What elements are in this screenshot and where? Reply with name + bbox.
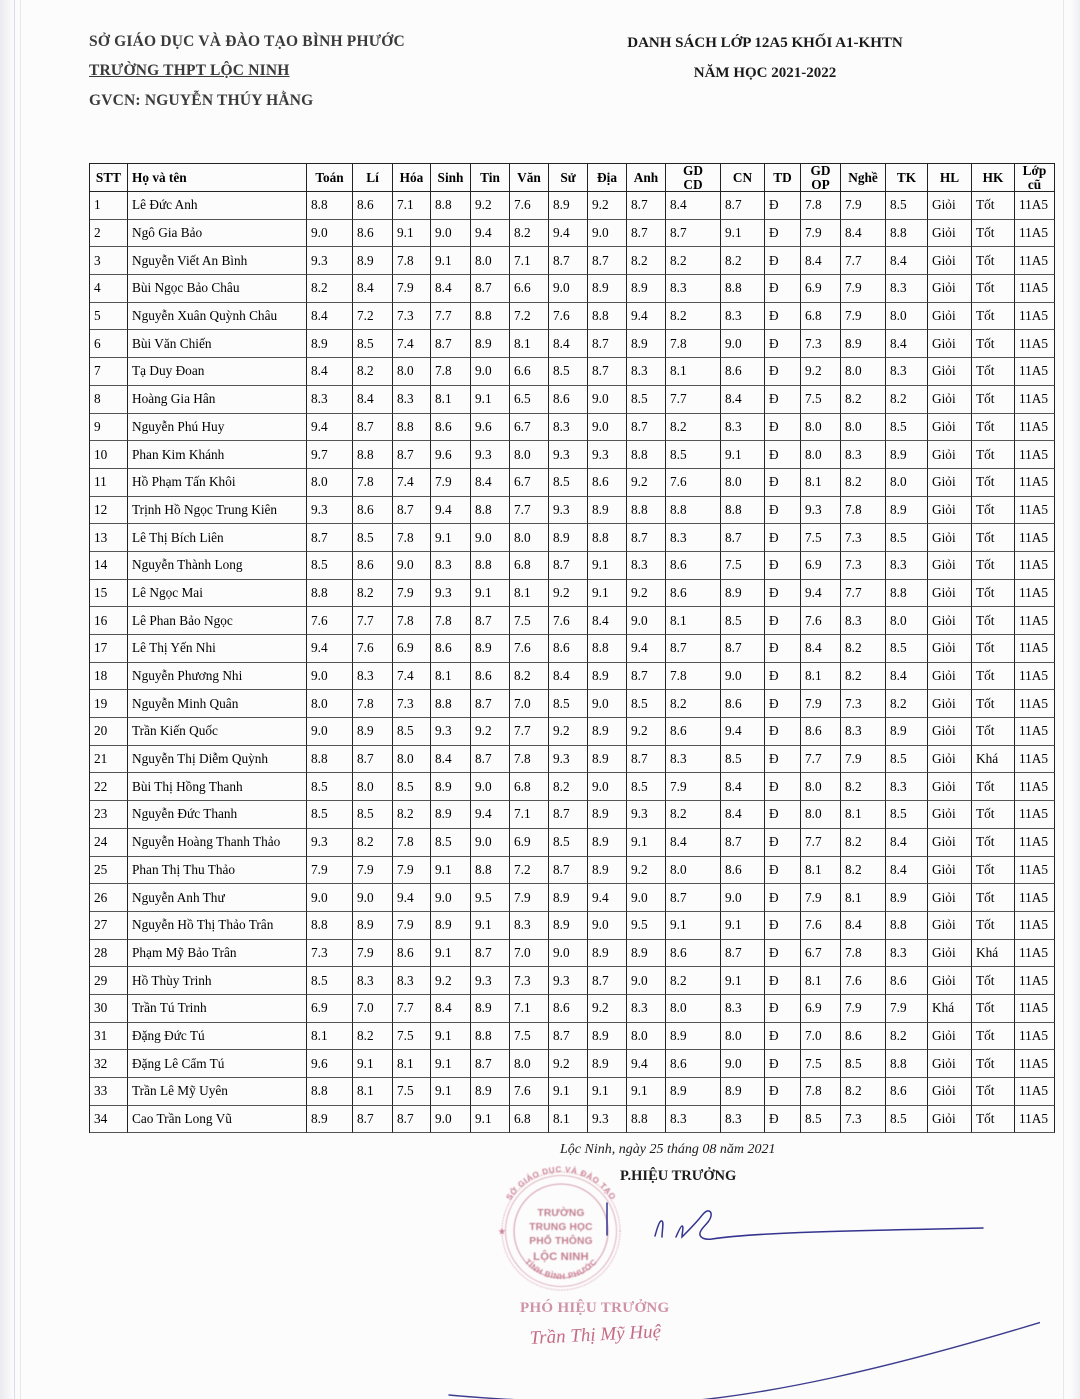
svg-text:TRUNG HỌC: TRUNG HỌC <box>529 1222 593 1233</box>
svg-text:TRƯỜNG: TRƯỜNG <box>537 1206 584 1219</box>
svg-text:★: ★ <box>498 1227 506 1236</box>
svg-text:PHỔ THÔNG: PHỔ THÔNG <box>529 1234 593 1247</box>
svg-text:LỘC NINH: LỘC NINH <box>533 1250 589 1263</box>
